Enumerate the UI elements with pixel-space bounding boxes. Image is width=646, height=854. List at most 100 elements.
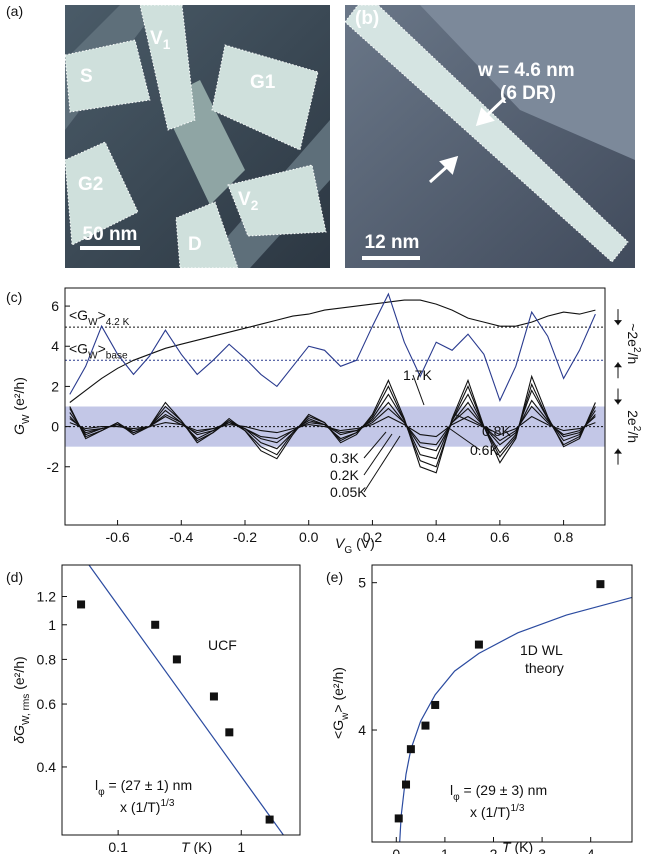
x-tick-label: 1 <box>237 839 245 854</box>
text-part: w <box>340 712 351 721</box>
text-part: S <box>80 66 93 87</box>
label: G2 <box>78 174 103 195</box>
text-part: φ <box>453 792 460 803</box>
text-part: G2 <box>78 174 103 195</box>
x-tick-label: -0.4 <box>169 529 193 545</box>
text-part: V <box>335 535 346 551</box>
label: theory <box>525 660 564 676</box>
point <box>421 721 430 730</box>
y-tick-label: 1.2 <box>37 588 57 604</box>
text-part: base <box>106 350 128 361</box>
text-part: > <box>98 340 106 356</box>
terrace <box>345 5 635 160</box>
text-part: 4.2 K <box>106 317 130 328</box>
wire <box>344 4 629 263</box>
text-part: 2 <box>631 426 642 432</box>
label: S <box>80 66 93 87</box>
y-tick-label: 6 <box>51 298 59 314</box>
text-part: w = 4.6 nm <box>477 60 575 81</box>
x-tick-label: 0.2 <box>363 529 383 545</box>
point <box>151 620 160 629</box>
label: lφ = (27 ± 1) nm <box>95 777 192 798</box>
label-arrow <box>363 435 401 493</box>
label: D <box>188 234 202 255</box>
text-part: l <box>95 777 98 793</box>
arrow-head <box>614 362 622 368</box>
y-tick-label: 4 <box>51 338 59 354</box>
point <box>406 745 415 754</box>
text-part: (K) <box>190 839 213 854</box>
label: (6 DR) <box>500 83 556 104</box>
y-tick-label: 0 <box>51 419 59 435</box>
axes-box <box>61 564 301 836</box>
line <box>69 389 596 460</box>
text-part: /h <box>625 353 641 365</box>
text-part: W <box>88 317 98 328</box>
x-tick-label: 3 <box>538 846 546 854</box>
axes-box <box>371 564 633 843</box>
arrow-head <box>614 320 622 326</box>
label-arrow <box>363 433 393 476</box>
plot-area <box>88 565 284 835</box>
label: V1 <box>150 28 171 52</box>
x-tick-label: 0.1 <box>108 839 128 854</box>
line <box>69 299 596 403</box>
y-tick-label: 4 <box>358 722 366 738</box>
label: δGW, rms (e²/h) <box>11 656 32 743</box>
text-part: 2 <box>631 347 642 353</box>
line <box>69 415 596 438</box>
text-part: = (27 ± 1) nm <box>105 777 192 793</box>
y-tick-label: -2 <box>47 459 60 475</box>
chart: 0.1 1 0.4 0.6 0.8 1 1.2 T (K) δGW, rms (e²/h) UCF… <box>11 564 301 854</box>
line <box>69 399 596 452</box>
text-part: (e²/h) <box>11 377 27 414</box>
label-arrow <box>453 413 493 432</box>
scale-label: 50 nm <box>83 224 138 245</box>
text-part: 1/3 <box>510 803 524 814</box>
fit-line <box>88 565 284 835</box>
chart: 0 1 2 3 4 4 5 T (K) <Gw> (e²/h) 1D WL theory lφ = (… <box>330 564 633 854</box>
text-part: 1 <box>163 37 171 52</box>
text-part: G <box>11 424 27 435</box>
point <box>77 600 86 609</box>
text-part: δG <box>11 725 27 744</box>
series-label: 0.2K <box>330 467 359 483</box>
text-part: V <box>238 189 251 210</box>
point <box>209 692 218 701</box>
x-tick-label: 0 <box>392 846 400 854</box>
panel-label: (c) <box>6 289 22 305</box>
label-arrow <box>363 431 387 459</box>
label: G1 <box>250 72 276 93</box>
text-part: 2e <box>625 410 641 426</box>
line <box>69 374 596 474</box>
y-tick-label: 2 <box>51 378 59 394</box>
y-tick-label: 1 <box>48 617 56 633</box>
text-part: T <box>502 839 512 854</box>
x-tick-label: 0.0 <box>299 529 319 545</box>
label: <Gw> (e²/h) <box>330 667 351 739</box>
y-tick-label: 0.6 <box>37 696 57 712</box>
label: T (K) <box>181 839 212 854</box>
label: x (1/T)1/3 <box>470 803 525 820</box>
point <box>265 815 274 824</box>
text-part: G <box>344 545 352 556</box>
panel-label: (e) <box>326 569 343 585</box>
arrow-head <box>614 448 622 454</box>
plot-area <box>65 292 605 474</box>
line <box>69 292 596 402</box>
series-label: 0.05K <box>330 484 367 500</box>
text-part: <G <box>69 340 88 356</box>
label: V2 <box>238 189 259 213</box>
label-arrow <box>445 425 481 451</box>
x-tick-label: 0.4 <box>426 529 446 545</box>
text-part: x (1/T) <box>120 799 160 815</box>
label: UCF <box>208 637 237 653</box>
text-part: φ <box>98 787 105 798</box>
point <box>172 655 181 664</box>
series-label: 0.8K <box>482 423 511 439</box>
label: <GW>4.2 K <box>69 307 130 328</box>
series-label: 1.7K <box>403 367 432 383</box>
